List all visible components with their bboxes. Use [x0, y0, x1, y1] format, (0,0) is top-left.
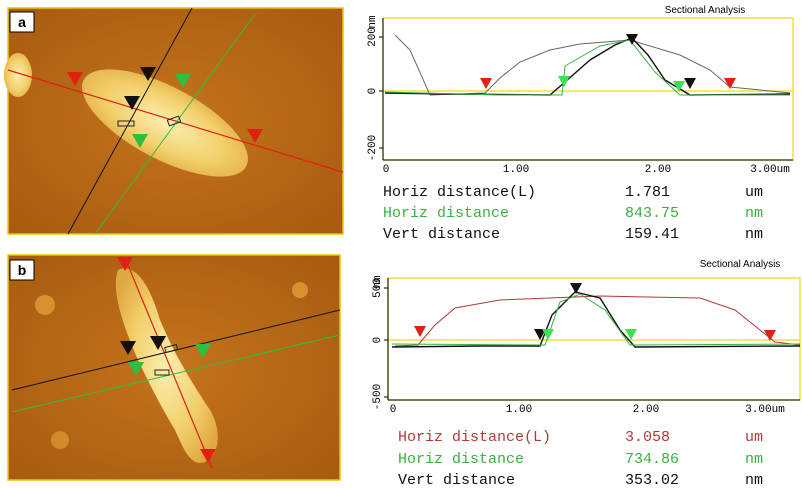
y-unit: nm: [372, 275, 384, 289]
x-tick-label: 1.00: [506, 404, 532, 416]
plot-title: Sectional Analysis: [665, 5, 746, 16]
plot-title: Sectional Analysis: [700, 259, 781, 270]
measurement-name: Horiz distance: [398, 451, 524, 468]
section-plot-a: Sectional Analysis: [382, 5, 794, 161]
measurement-value: 734.86: [625, 451, 679, 468]
panel-label: b: [18, 262, 27, 278]
x-tick-label: 3.00um: [750, 164, 790, 176]
section-plot-b: Sectional Analysis: [387, 259, 801, 401]
y-unit: nm: [367, 15, 379, 29]
measurement-unit: um: [745, 184, 763, 201]
measurement-name: Horiz distance(L): [398, 429, 551, 446]
measurement-name: Horiz distance(L): [383, 184, 536, 201]
y-tick-label: -200: [367, 135, 379, 161]
measurement-value: 1.781: [625, 184, 670, 201]
measurement-unit: um: [745, 429, 763, 446]
y-tick-label: -500: [372, 384, 384, 410]
x-tick-label: 0: [383, 164, 390, 176]
measurement-name: Horiz distance: [383, 205, 509, 222]
x-tick-label: 3.00um: [745, 404, 785, 416]
measurement-unit: nm: [745, 472, 763, 488]
measurement-unit: nm: [745, 226, 763, 243]
measurement-value: 353.02: [625, 472, 679, 488]
afm-image-a: a: [4, 7, 344, 235]
x-tick-label: 1.00: [503, 164, 529, 176]
measurement-unit: nm: [745, 451, 763, 468]
x-tick-label: 2.00: [633, 404, 659, 416]
measurement-value: 3.058: [625, 429, 670, 446]
x-tick-label: 2.00: [645, 164, 671, 176]
measurement-name: Vert distance: [398, 472, 515, 488]
afm-image-b: b: [7, 254, 341, 481]
panel-label: a: [18, 14, 26, 30]
y-tick-label: 0: [367, 88, 379, 95]
x-tick-label: 0: [390, 404, 397, 416]
y-tick-label: 500: [372, 278, 384, 298]
y-tick-label: 0: [372, 337, 384, 344]
y-tick-label: 200: [367, 27, 379, 47]
measurement-unit: nm: [745, 205, 763, 222]
measurement-value: 159.41: [625, 226, 679, 243]
measurement-name: Vert distance: [383, 226, 500, 243]
measurement-value: 843.75: [625, 205, 679, 222]
